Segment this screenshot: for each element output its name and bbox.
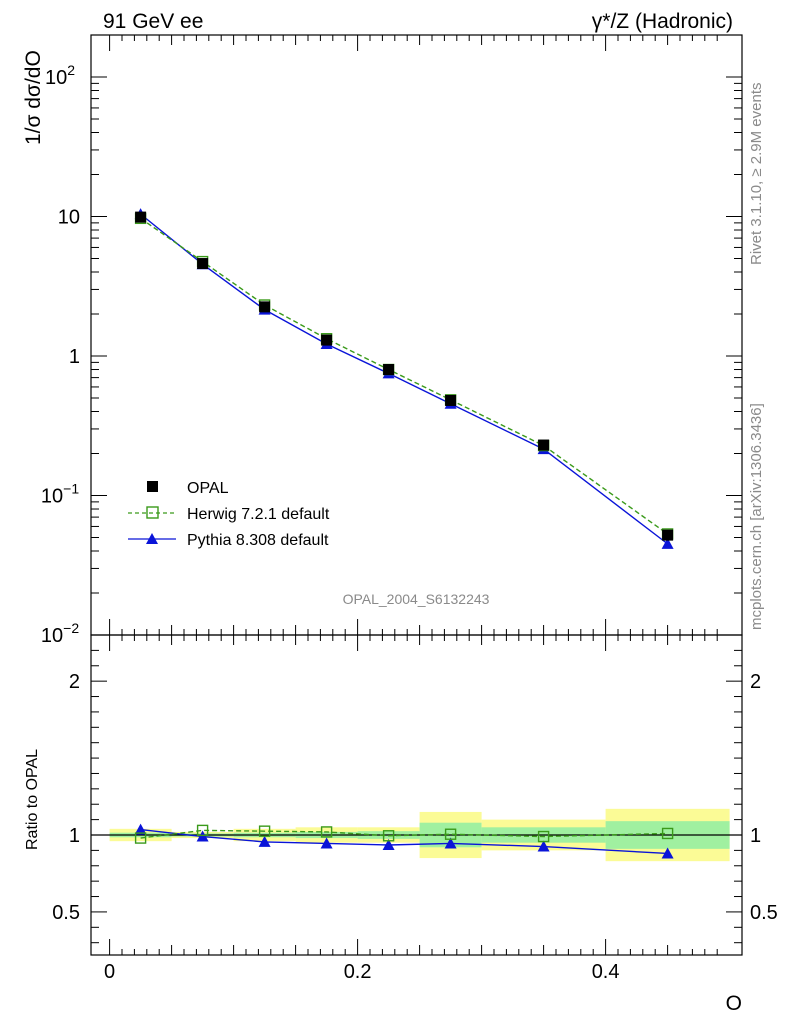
xlabel: O	[726, 992, 742, 1015]
left-title: 91 GeV ee	[103, 10, 203, 33]
main-ytick-label-2: 1	[69, 346, 80, 368]
main-ylabel: 1/σ dσ/dO	[22, 50, 45, 145]
ratio-herwig-point-3	[320, 837, 333, 849]
xtick-label-1: 0.2	[344, 961, 372, 983]
main-pythia-line	[140, 213, 669, 545]
ratio-ytick-label-left-0: 2	[69, 671, 80, 693]
ratio-pythia-point-6	[537, 830, 550, 843]
ratio-ytick-label-left-2: 0.5	[52, 902, 80, 924]
main-opal-point-5	[445, 394, 457, 406]
legend-opal-marker	[147, 481, 158, 492]
ratio-ytick-label-left-1: 1	[69, 825, 80, 847]
ratio-herwig-point-2	[258, 835, 271, 847]
legend-pythia-label: Pythia 8.308 default	[187, 532, 329, 549]
legend: OPAL Herwig 7.2.1 default Pythia 8.308 d…	[128, 480, 330, 549]
ratio-herwig-point-0	[134, 823, 147, 835]
ratio-pythia-line	[140, 829, 668, 839]
main-ytick-label-1: 10	[58, 206, 80, 228]
ratio-pythia-point-1	[196, 824, 209, 837]
ratio-herwig-point-6	[537, 840, 550, 852]
mcplots-label: mcplots.cern.ch [arXiv:1306.3436]	[748, 403, 765, 630]
ratio-herwig-point-5	[444, 837, 457, 849]
ratio-frame	[90, 634, 743, 956]
main-opal-point-0	[135, 211, 147, 223]
main-herwig-line	[140, 217, 669, 535]
legend-herwig-label: Herwig 7.2.1 default	[187, 506, 330, 523]
main-ytick-label-0: 102	[45, 62, 75, 89]
ratio-ytick-label-right-1: 1	[750, 825, 761, 847]
series-markers	[134, 208, 674, 859]
legend-opal-label: OPAL	[187, 480, 229, 497]
legend-pythia-marker	[146, 533, 158, 544]
ratio-pythia-point-0	[134, 832, 147, 844]
ratio-ytick-label-right-0: 2	[750, 671, 761, 693]
main-ytick-label-3: 10−1	[41, 480, 79, 507]
ratio-pythia-point-3	[320, 826, 333, 838]
main-opal-point-3	[321, 334, 333, 346]
axis-ticks	[91, 35, 742, 955]
main-opal-point-4	[383, 364, 395, 376]
ratio-pythia-point-7	[661, 827, 674, 840]
tick-labels: 102 10 1 10−1 10−2 2 2 1 1 0.5 0.5 0 0.2 0.4	[41, 62, 778, 983]
xtick-label-0: 0	[104, 961, 115, 983]
ratio-pythia-point-5	[444, 828, 457, 840]
main-pythia-point-7	[661, 537, 674, 549]
ratio-pythia-point-4	[382, 830, 395, 842]
xtick-label-2: 0.4	[592, 961, 620, 983]
ratio-ylabel: Ratio to OPAL	[24, 749, 41, 850]
ratio-pythia-point-2	[258, 825, 271, 837]
series-lines	[140, 213, 669, 855]
ratio-ytick-label-right-2: 0.5	[750, 902, 778, 924]
right-title: γ*/Z (Hadronic)	[592, 10, 733, 33]
ratio-herwig-line	[140, 828, 668, 855]
main-opal-point-2	[259, 301, 271, 313]
ratio-herwig-point-7	[661, 847, 674, 859]
main-opal-point-6	[538, 439, 550, 451]
main-ytick-label-4: 10−2	[41, 620, 79, 647]
legend-herwig-marker	[146, 506, 159, 519]
rivet-label: Rivet 3.1.10, ≥ 2.9M events	[748, 83, 765, 266]
main-opal-point-1	[197, 258, 209, 270]
analysis-watermark: OPAL_2004_S6132243	[343, 591, 490, 607]
main-opal-point-7	[662, 529, 674, 541]
ratio-herwig-point-4	[382, 839, 395, 850]
